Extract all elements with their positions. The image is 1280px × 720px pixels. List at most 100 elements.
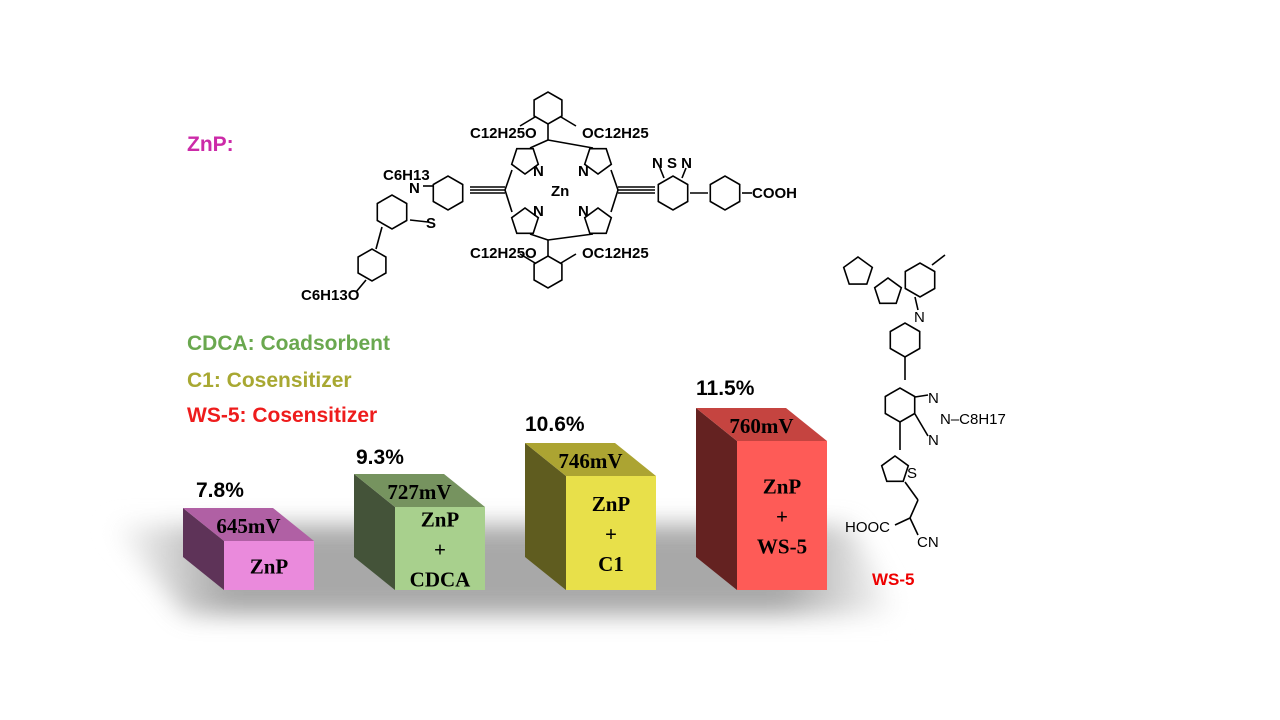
bond (519, 253, 536, 264)
ws5-structure (842, 254, 946, 536)
bar-side (696, 408, 737, 590)
bar-label: ZnP (421, 508, 460, 532)
ring (657, 175, 689, 211)
bond (659, 167, 665, 179)
legend-cdca: CDCA: Coadsorbent (187, 332, 390, 355)
znp-acid: COOH (752, 185, 797, 202)
ws5-name: WS-5 (872, 570, 915, 589)
ws5-n: N (914, 309, 925, 326)
bond (610, 169, 619, 191)
bar-top (696, 408, 827, 441)
bond (931, 254, 946, 266)
bar-2: 727mV ZnP + CDCA (354, 474, 485, 592)
bond (375, 226, 383, 250)
ws5-acid: HOOC (845, 519, 890, 536)
znp-structure-labels: C12H25O OC12H25 C12H25O OC12H25 Zn N N N… (301, 125, 797, 304)
bond (894, 517, 911, 526)
znp-n4: N (578, 203, 589, 220)
ring (510, 207, 540, 235)
bar-label: ZnP (250, 555, 289, 579)
ring (583, 207, 613, 235)
ring (884, 387, 916, 423)
legend-c1: C1: Cosensitizer (187, 369, 352, 392)
bar-side (525, 443, 566, 590)
bar-1: 645mV ZnP (183, 508, 314, 590)
voc-label: 727mV (387, 480, 451, 504)
znp-sub-tr: OC12H25 (582, 125, 649, 142)
znp-btd: N S N (652, 155, 692, 172)
efficiency-label: 9.3% (356, 446, 404, 469)
bond (914, 394, 929, 398)
voc-label: 746mV (558, 449, 622, 473)
bar-label: ZnP (592, 492, 631, 516)
ring (533, 255, 563, 289)
bond (681, 167, 687, 179)
znp-sub-br: OC12H25 (582, 245, 649, 262)
bond (914, 296, 919, 311)
znp-sub-tl: C12H25O (470, 125, 537, 142)
efficiency-label: 7.8% (196, 479, 244, 502)
bar-label: ZnP (763, 475, 802, 499)
efficiency-label: 11.5% (696, 377, 755, 400)
ws5-cn: CN (917, 534, 939, 551)
bar-label: + (776, 505, 788, 529)
ws5-triazole-n1: N (928, 390, 939, 407)
bar-front (395, 507, 485, 590)
bar-top (183, 508, 314, 541)
bond (504, 189, 513, 213)
znp-structure (355, 91, 752, 293)
bond (904, 481, 919, 501)
znp-n1: N (533, 163, 544, 180)
bond (560, 253, 577, 264)
bond (547, 139, 594, 149)
ws5-alkyl: N–C8H17 (940, 411, 1006, 428)
ws5-triazole-n3: N (928, 432, 939, 449)
bar-top (525, 443, 656, 476)
znp-hexyloxy: C6H13O (301, 287, 360, 304)
bond (909, 517, 919, 536)
ring (376, 194, 408, 230)
voc-label: 760mV (729, 414, 793, 438)
bond (504, 169, 513, 191)
bars: 645mV ZnP 727mV ZnP + CDCA 746mV ZnP + C1 760mV ZnP… (183, 408, 827, 592)
znp-ptz-n: N (409, 180, 420, 197)
ring (432, 175, 464, 211)
bar-label: + (605, 522, 617, 546)
ring (889, 322, 921, 358)
znp-label: ZnP: (187, 133, 234, 156)
bar-label: WS-5 (757, 535, 807, 559)
ring (510, 147, 540, 175)
bond (560, 116, 577, 127)
bar-label: C1 (598, 552, 624, 576)
ws5-structure-labels: N N N–C8H17 N S HOOC CN (845, 309, 1006, 551)
ring (873, 277, 903, 305)
bond (547, 233, 594, 241)
bar-front (737, 441, 827, 590)
bar-4: 760mV ZnP + WS-5 (696, 408, 827, 590)
bar-side (183, 508, 224, 590)
bar-front (566, 476, 656, 590)
ring (709, 175, 741, 211)
znp-n3: N (533, 203, 544, 220)
znp-n2: N (578, 163, 589, 180)
znp-hexyl: C6H13 (383, 167, 430, 184)
bar-side (354, 474, 395, 590)
bar-top (354, 474, 485, 507)
bar-3: 746mV ZnP + C1 (525, 443, 656, 590)
efficiency-label: 10.6% (525, 413, 585, 436)
bond (355, 279, 367, 293)
ring (583, 147, 613, 175)
ring (904, 262, 936, 298)
bar-label: + (434, 538, 446, 562)
bond (409, 219, 429, 223)
bar-label: CDCA (410, 568, 471, 592)
bond (610, 189, 619, 213)
ring (357, 248, 387, 282)
ring (842, 256, 874, 285)
bond (914, 413, 929, 437)
bond (519, 116, 536, 127)
ring (533, 91, 563, 125)
legend-ws5: WS-5: Cosensitizer (187, 404, 378, 427)
